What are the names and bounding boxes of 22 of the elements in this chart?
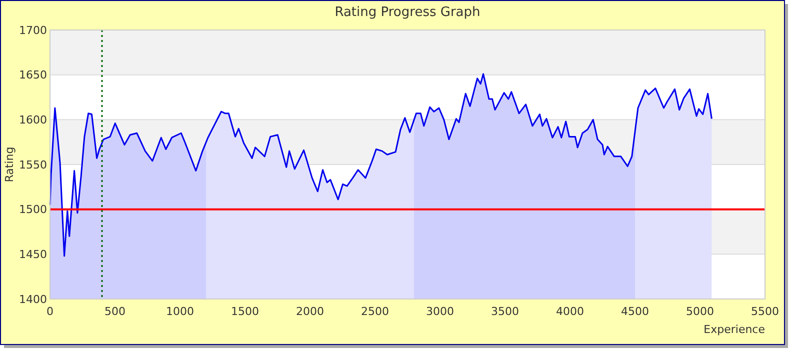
y-tick-label: 1650 bbox=[19, 68, 47, 82]
x-tick-label: 3000 bbox=[426, 305, 454, 318]
chart-title: Rating Progress Graph bbox=[334, 5, 480, 20]
x-tick-label: 0 bbox=[46, 305, 54, 318]
x-tick-label: 5500 bbox=[751, 305, 779, 318]
y-tick-label: 1550 bbox=[19, 158, 47, 172]
x-tick-label: 3500 bbox=[491, 305, 519, 318]
x-tick-label: 2000 bbox=[296, 305, 324, 318]
x-tick-label: 1500 bbox=[231, 305, 259, 318]
x-tick-label: 2500 bbox=[361, 305, 389, 318]
x-axis-title: Experience bbox=[704, 323, 766, 336]
y-axis-title: Rating bbox=[3, 146, 16, 182]
x-tick-label: 5000 bbox=[686, 305, 714, 318]
y-tick-label: 1400 bbox=[19, 292, 47, 306]
x-tick-label: 4500 bbox=[621, 305, 649, 318]
x-tick-label: 4000 bbox=[556, 305, 584, 318]
y-tick-label: 1700 bbox=[19, 24, 47, 37]
x-tick-label: 1000 bbox=[166, 305, 194, 318]
y-tick-label: 1500 bbox=[19, 203, 47, 216]
y-tick-label: 1600 bbox=[19, 114, 47, 127]
x-tick-label: 500 bbox=[104, 305, 126, 318]
y-tick-label: 1450 bbox=[19, 248, 47, 262]
